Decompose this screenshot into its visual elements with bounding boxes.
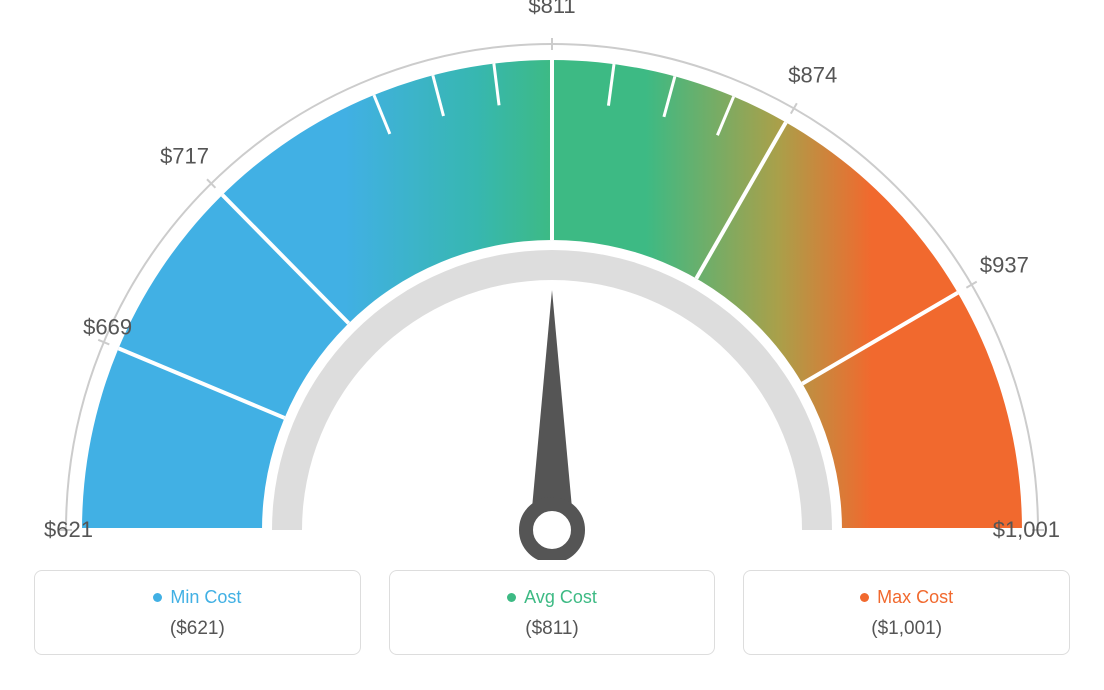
- legend-title-max: Max Cost: [877, 587, 953, 608]
- gauge-tick-label: $874: [788, 62, 837, 87]
- gauge-tick-label: $1,001: [993, 517, 1060, 542]
- cost-gauge: $621 $669 $717 $811 $874 $937 $1,001: [0, 0, 1104, 560]
- legend-card-min: Min Cost ($621): [34, 570, 361, 655]
- legend-row: Min Cost ($621) Avg Cost ($811) Max Cost…: [0, 570, 1104, 655]
- gauge-tick-label: $811: [528, 0, 575, 18]
- legend-title-min: Min Cost: [170, 587, 241, 608]
- gauge-tick-label: $717: [160, 143, 209, 168]
- dot-avg: [507, 593, 516, 602]
- legend-card-avg: Avg Cost ($811): [389, 570, 716, 655]
- dot-min: [153, 593, 162, 602]
- legend-title-avg: Avg Cost: [524, 587, 597, 608]
- legend-value-min: ($621): [35, 618, 360, 640]
- legend-value-avg: ($811): [390, 618, 715, 640]
- legend-value-max: ($1,001): [744, 618, 1069, 640]
- gauge-tick-label: $937: [980, 253, 1029, 278]
- gauge-tick-label: $669: [83, 314, 132, 339]
- gauge-tick-label: $621: [44, 517, 93, 542]
- dot-max: [860, 593, 869, 602]
- legend-card-max: Max Cost ($1,001): [743, 570, 1070, 655]
